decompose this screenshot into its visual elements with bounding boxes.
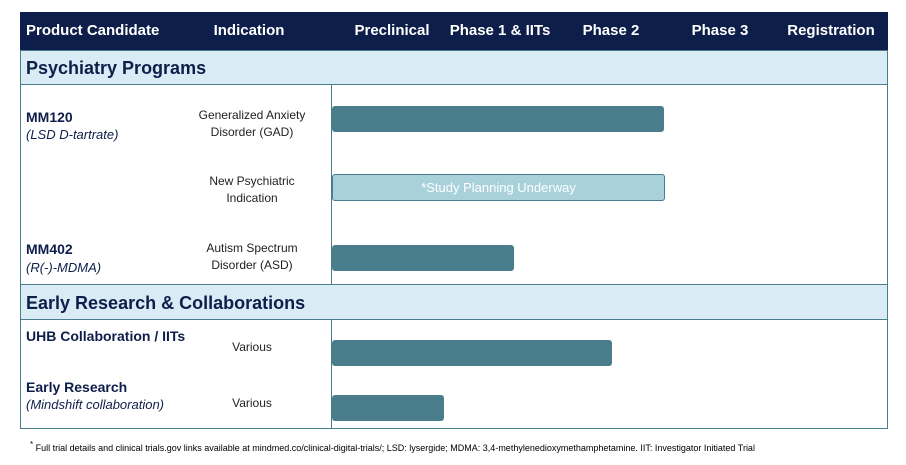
- progress-bar: [332, 340, 612, 366]
- candidate: MM120: [26, 109, 73, 125]
- candidate: MM402: [26, 241, 73, 257]
- column-header: Phase 2: [582, 22, 640, 39]
- section-title: Psychiatry Programs: [21, 50, 887, 85]
- compound: (LSD D-tartrate): [26, 127, 119, 142]
- indication: Autism Spectrum Disorder (ASD): [206, 241, 298, 272]
- section-title: Early Research & Collaborations: [21, 284, 887, 320]
- column-header: Preclinical: [354, 22, 430, 39]
- indication: Various: [232, 340, 272, 354]
- footnote-marker: *: [30, 440, 34, 449]
- column-header: Indication: [213, 22, 285, 39]
- column-header: Product Candidate: [26, 22, 160, 39]
- divider: [331, 84, 332, 428]
- candidate: Early Research: [26, 379, 128, 395]
- compound: (Mindshift collaboration): [26, 397, 165, 412]
- progress-bar: [332, 106, 664, 132]
- column-header: Registration: [787, 22, 875, 39]
- progress-bar: [332, 395, 444, 421]
- column-header: Phase 3: [691, 22, 749, 39]
- compound: (R(-)-MDMA): [26, 260, 102, 275]
- footnote: * Full trial details and clinical trials…: [30, 440, 755, 453]
- column-header: Phase 1 & IITs: [449, 22, 551, 39]
- candidate: UHB Collaboration / IITs: [26, 328, 186, 344]
- indication: New Psychiatric Indication: [209, 174, 295, 205]
- planning-bar: *Study Planning Underway: [332, 174, 665, 201]
- progress-bar: [332, 245, 514, 271]
- footnote-text: Full trial details and clinical trials.g…: [35, 443, 755, 453]
- indication: Generalized Anxiety Disorder (GAD): [198, 108, 306, 139]
- indication: Various: [232, 396, 272, 410]
- header-bar: [20, 12, 888, 50]
